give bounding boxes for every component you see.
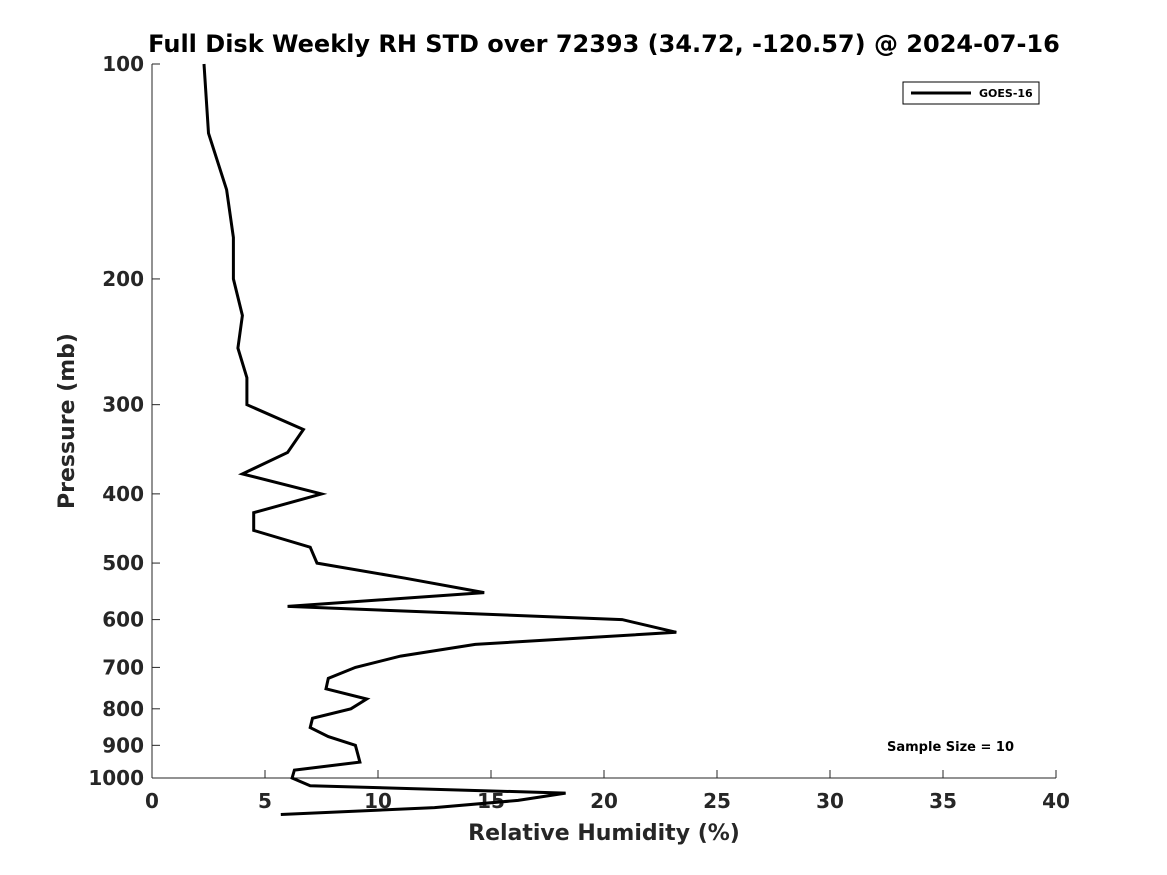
y-tick-label: 700 [102,655,144,679]
x-tick-label: 30 [816,789,844,813]
x-tick-label: 40 [1042,789,1070,813]
y-tick-label: 1000 [88,766,144,790]
y-tick-label: 200 [102,267,144,291]
y-tick-label: 500 [102,551,144,575]
legend-label: GOES-16 [979,87,1033,100]
y-tick-label: 600 [102,608,144,632]
x-tick-label: 25 [703,789,731,813]
x-axis-label: Relative Humidity (%) [468,821,740,846]
x-tick-label: 5 [258,789,272,813]
y-axis-label: Pressure (mb) [55,333,80,509]
legend: GOES-16 [902,81,1040,105]
y-tick-label: 900 [102,733,144,757]
series-layer [202,63,677,816]
y-tick-label: 100 [102,52,144,76]
chart-title: Full Disk Weekly RH STD over 72393 (34.7… [148,30,1060,58]
y-tick-label: 400 [102,482,144,506]
axes: 0 5 10 15 20 25 30 35 40100200300400500600700800… [88,52,1070,813]
x-tick-label: 0 [145,789,159,813]
x-tick-label: 20 [590,789,618,813]
x-tick-label: 35 [929,789,957,813]
series-line-goes-16 [202,63,677,816]
y-tick-label: 300 [102,393,144,417]
sample-size-annotation: Sample Size = 10 [887,740,1014,755]
y-tick-label: 800 [102,697,144,721]
